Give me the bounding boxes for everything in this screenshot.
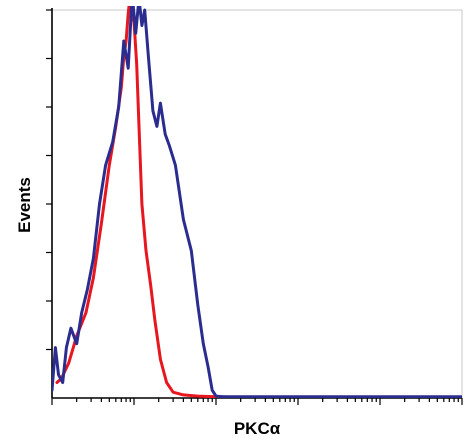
red-series-line	[55, 6, 462, 398]
y-axis-ticks	[46, 9, 52, 351]
y-axis-title: Events	[15, 177, 34, 233]
x-axis-title: PKCα	[234, 419, 281, 438]
blue-series-line	[52, 6, 462, 398]
series-layer	[52, 6, 462, 398]
x-axis-ticks	[51, 398, 463, 405]
plot-frame	[51, 9, 463, 399]
plot-area	[46, 6, 463, 405]
